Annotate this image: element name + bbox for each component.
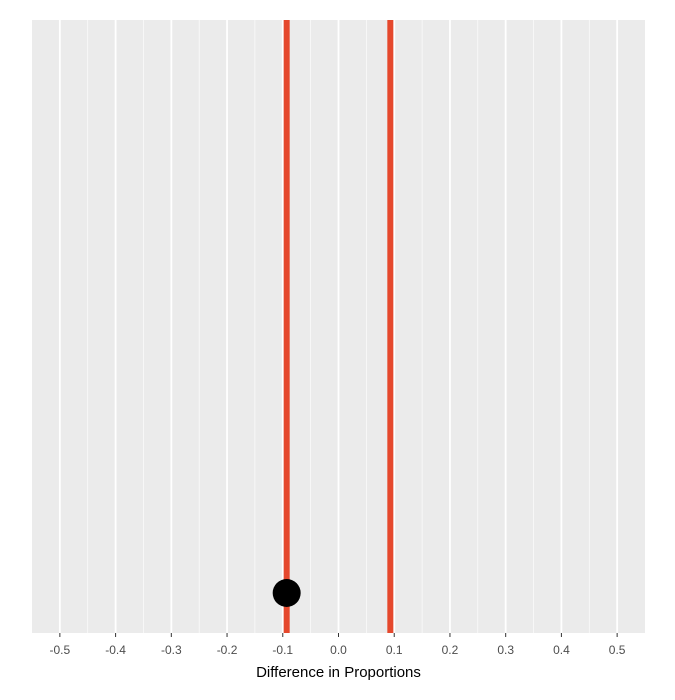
x-tick-label: 0.3 <box>497 643 514 657</box>
x-tick-label: -0.2 <box>217 643 238 657</box>
x-tick-label: 0.4 <box>553 643 570 657</box>
x-axis-ticks <box>59 633 618 637</box>
data-points <box>272 579 301 607</box>
grid-lines <box>58 20 619 633</box>
x-tick-label: -0.3 <box>161 643 182 657</box>
x-tick-label: -0.5 <box>50 643 71 657</box>
x-axis-title: Difference in Proportions <box>256 664 421 681</box>
x-axis-tick-labels: -0.5 -0.4 -0.3 -0.2 -0.1 0.0 0.1 0.2 0.3 0.4 0.5 <box>50 643 626 657</box>
reference-lines <box>283 20 394 633</box>
x-tick-label: -0.1 <box>272 643 293 657</box>
x-tick-label: 0.0 <box>330 643 347 657</box>
x-tick-label: 0.5 <box>609 643 626 657</box>
x-tick-label: -0.4 <box>105 643 126 657</box>
data-point <box>272 579 301 607</box>
x-tick-label: 0.2 <box>442 643 459 657</box>
x-tick-label: 0.1 <box>386 643 403 657</box>
